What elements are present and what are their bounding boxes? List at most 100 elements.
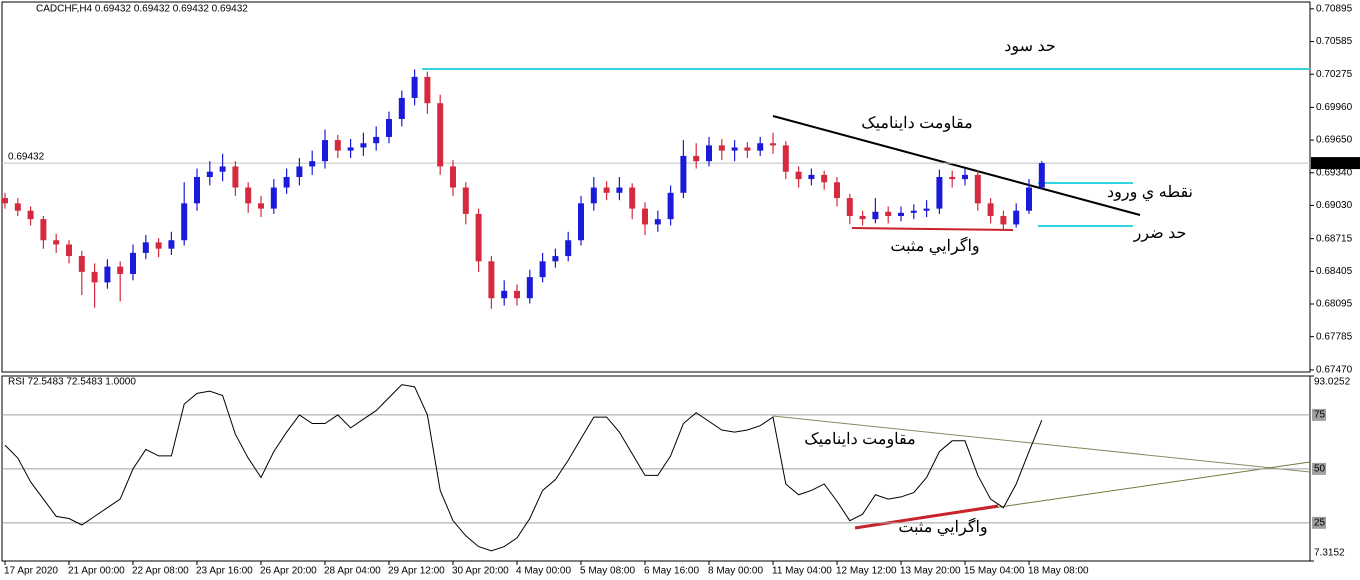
main-header: CADCHF,H4 0.69432 0.69432 0.69432 0.6943…	[36, 4, 248, 15]
candle-body	[846, 198, 853, 216]
candle-body	[360, 143, 367, 148]
x-tick-label: 15 May 04:00	[964, 566, 1025, 577]
rsi-header: RSI 72.5483 72.5483 1.0000	[8, 377, 136, 388]
x-tick-label: 21 Apr 00:00	[68, 566, 125, 577]
candle-body	[322, 140, 328, 162]
candle-body	[501, 290, 508, 299]
candle-body	[373, 136, 380, 144]
candle-body	[808, 174, 815, 180]
y-tick-label: 0.67785	[1316, 331, 1353, 342]
candle-body	[2, 198, 8, 204]
candle-body	[910, 210, 917, 213]
x-tick-label: 29 Apr 12:00	[388, 566, 445, 577]
candle-body	[821, 174, 828, 183]
last-price-axis-label: 0.69432	[1316, 158, 1353, 169]
y-tick-label: 0.70275	[1316, 69, 1353, 80]
candle-body	[206, 171, 213, 177]
candle-body	[872, 211, 879, 220]
annotation: واگرايي مثبت	[890, 236, 979, 255]
candle-body	[334, 140, 341, 151]
y-tick-label: 0.69960	[1316, 102, 1353, 113]
y-tick-label: 0.69340	[1316, 167, 1353, 178]
candle-body	[526, 277, 533, 299]
candle-body	[488, 261, 495, 299]
candle-body	[27, 210, 34, 220]
x-tick-label: 8 May 00:00	[708, 566, 763, 577]
candle-body	[78, 256, 85, 272]
candle-body	[616, 187, 623, 193]
candle-body	[859, 215, 866, 220]
candle-body	[667, 192, 674, 220]
candle-body	[629, 187, 636, 209]
level-box	[1312, 408, 1326, 421]
candle-body	[949, 176, 956, 180]
x-tick-label: 26 Apr 20:00	[260, 566, 317, 577]
candle-body	[757, 143, 764, 151]
candle-body	[91, 271, 98, 283]
main-pane	[1, 1, 1311, 373]
candle-body	[539, 261, 546, 278]
y-tick-label: 50	[1314, 464, 1326, 475]
candle-body	[552, 256, 559, 262]
annotation: واگرايي مثبت	[898, 517, 987, 536]
candle-body	[347, 147, 354, 151]
candle-body	[770, 143, 776, 146]
candle-body	[232, 166, 239, 188]
resistance-line	[772, 115, 1141, 216]
candle-body	[386, 119, 392, 137]
x-tick-label: 17 Apr 2020	[4, 566, 58, 577]
candle-body	[450, 166, 456, 188]
annotation: حد ضرر	[1133, 225, 1187, 242]
x-tick-label: 11 May 04:00	[772, 566, 832, 577]
candle-body	[181, 203, 188, 241]
candle-body	[40, 219, 47, 241]
candle-body	[642, 208, 648, 225]
candle-body	[974, 174, 981, 204]
candle-body	[578, 203, 584, 241]
candle-body	[898, 212, 904, 216]
level-box	[1312, 516, 1326, 529]
annotation: مقاومت دايناميک	[861, 115, 972, 132]
candle-body	[923, 208, 930, 211]
y-tick-label: 0.69650	[1316, 135, 1353, 146]
candle-body	[936, 176, 943, 209]
x-tick-label: 18 May 08:00	[1028, 566, 1089, 577]
candle-body	[462, 187, 469, 214]
candle-body	[834, 182, 840, 199]
rsi-resistance-line	[772, 415, 1311, 473]
x-tick-label: 6 May 16:00	[644, 566, 699, 577]
candle-body	[309, 161, 316, 167]
y-tick-label: 0.68405	[1316, 266, 1353, 277]
x-tick-label: 5 May 08:00	[580, 566, 635, 577]
y-tick-label: 0.68715	[1316, 233, 1353, 244]
y-tick-label: 25	[1314, 517, 1326, 528]
candle-body	[603, 187, 610, 193]
y-tick-label: 93.0252	[1314, 377, 1351, 388]
candle-body	[1038, 163, 1045, 188]
rsi-line	[4, 384, 1043, 552]
annotation: نقطه ي ورود	[1107, 184, 1193, 201]
x-tick-label: 12 May 12:00	[836, 566, 897, 577]
x-tick-label: 13 May 20:00	[900, 566, 961, 577]
candle-body	[795, 171, 802, 180]
candle-body	[987, 203, 994, 216]
candle-body	[245, 187, 252, 204]
candle-body	[475, 213, 482, 262]
y-tick-label: 75	[1314, 410, 1326, 421]
y-tick-label: 0.67470	[1316, 365, 1353, 376]
candle-body	[1013, 210, 1020, 225]
candle-body	[693, 155, 700, 162]
level-box	[1312, 462, 1326, 475]
last-price-box	[1311, 157, 1360, 170]
candle-body	[117, 266, 124, 274]
x-tick-label: 28 Apr 04:00	[324, 566, 381, 577]
candle-body	[270, 187, 277, 209]
x-tick-label: 30 Apr 20:00	[452, 566, 509, 577]
candle-body	[1026, 187, 1032, 211]
candle-body	[398, 97, 405, 120]
candle-body	[258, 203, 264, 209]
candle-body	[104, 266, 111, 283]
y-tick-label: 0.70585	[1316, 36, 1353, 47]
candle-body	[962, 174, 968, 180]
y-tick-label: 0.69030	[1316, 200, 1353, 211]
